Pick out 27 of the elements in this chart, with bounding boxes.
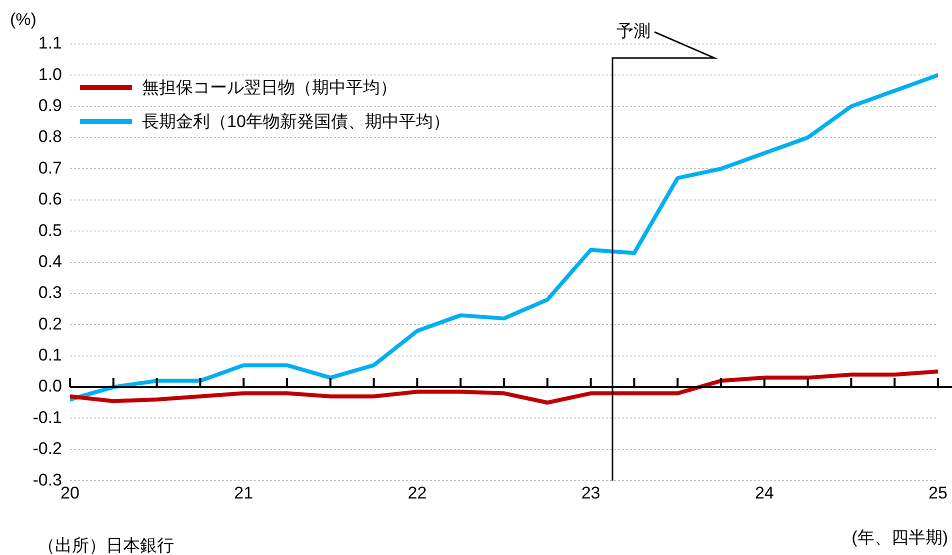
- y-tick-label: 0.2: [38, 314, 62, 334]
- legend-label: 無担保コール翌日物（期中平均）: [142, 76, 397, 98]
- y-tick-label: 0.8: [38, 127, 62, 146]
- y-tick-label: -0.1: [32, 408, 62, 427]
- y-axis-title: (%): [10, 10, 36, 30]
- y-tick-label: 0.9: [38, 96, 62, 116]
- y-tick-label: 0.6: [38, 190, 62, 209]
- y-tick-label: -0.3: [32, 470, 62, 490]
- y-tick-label: 0.7: [38, 158, 62, 178]
- y-tick-label: 0.0: [38, 376, 62, 396]
- y-tick-label: 0.4: [38, 252, 62, 271]
- x-tick-label: 22: [408, 483, 427, 502]
- x-tick-label: 21: [234, 483, 254, 502]
- x-tick-label: 25: [928, 483, 948, 502]
- y-tick-label: 0.3: [38, 283, 62, 302]
- y-tick-label: 0.1: [38, 346, 62, 365]
- y-tick-label: 1.0: [38, 64, 62, 84]
- y-tick-label: 0.5: [38, 220, 62, 240]
- x-tick-label: 24: [754, 483, 774, 502]
- legend-label: 長期金利（10年物新発国債、期中平均）: [142, 110, 450, 132]
- x-tick-label: 23: [581, 483, 600, 502]
- y-tick-label: 1.1: [38, 34, 62, 53]
- ref-line-label: 予測: [616, 22, 650, 41]
- text: （出所）日本銀行: [38, 535, 174, 555]
- x-axis-title: (年、四半期): [852, 527, 948, 549]
- y-tick-label: -0.2: [32, 439, 62, 458]
- x-tick-label: 20: [60, 483, 80, 502]
